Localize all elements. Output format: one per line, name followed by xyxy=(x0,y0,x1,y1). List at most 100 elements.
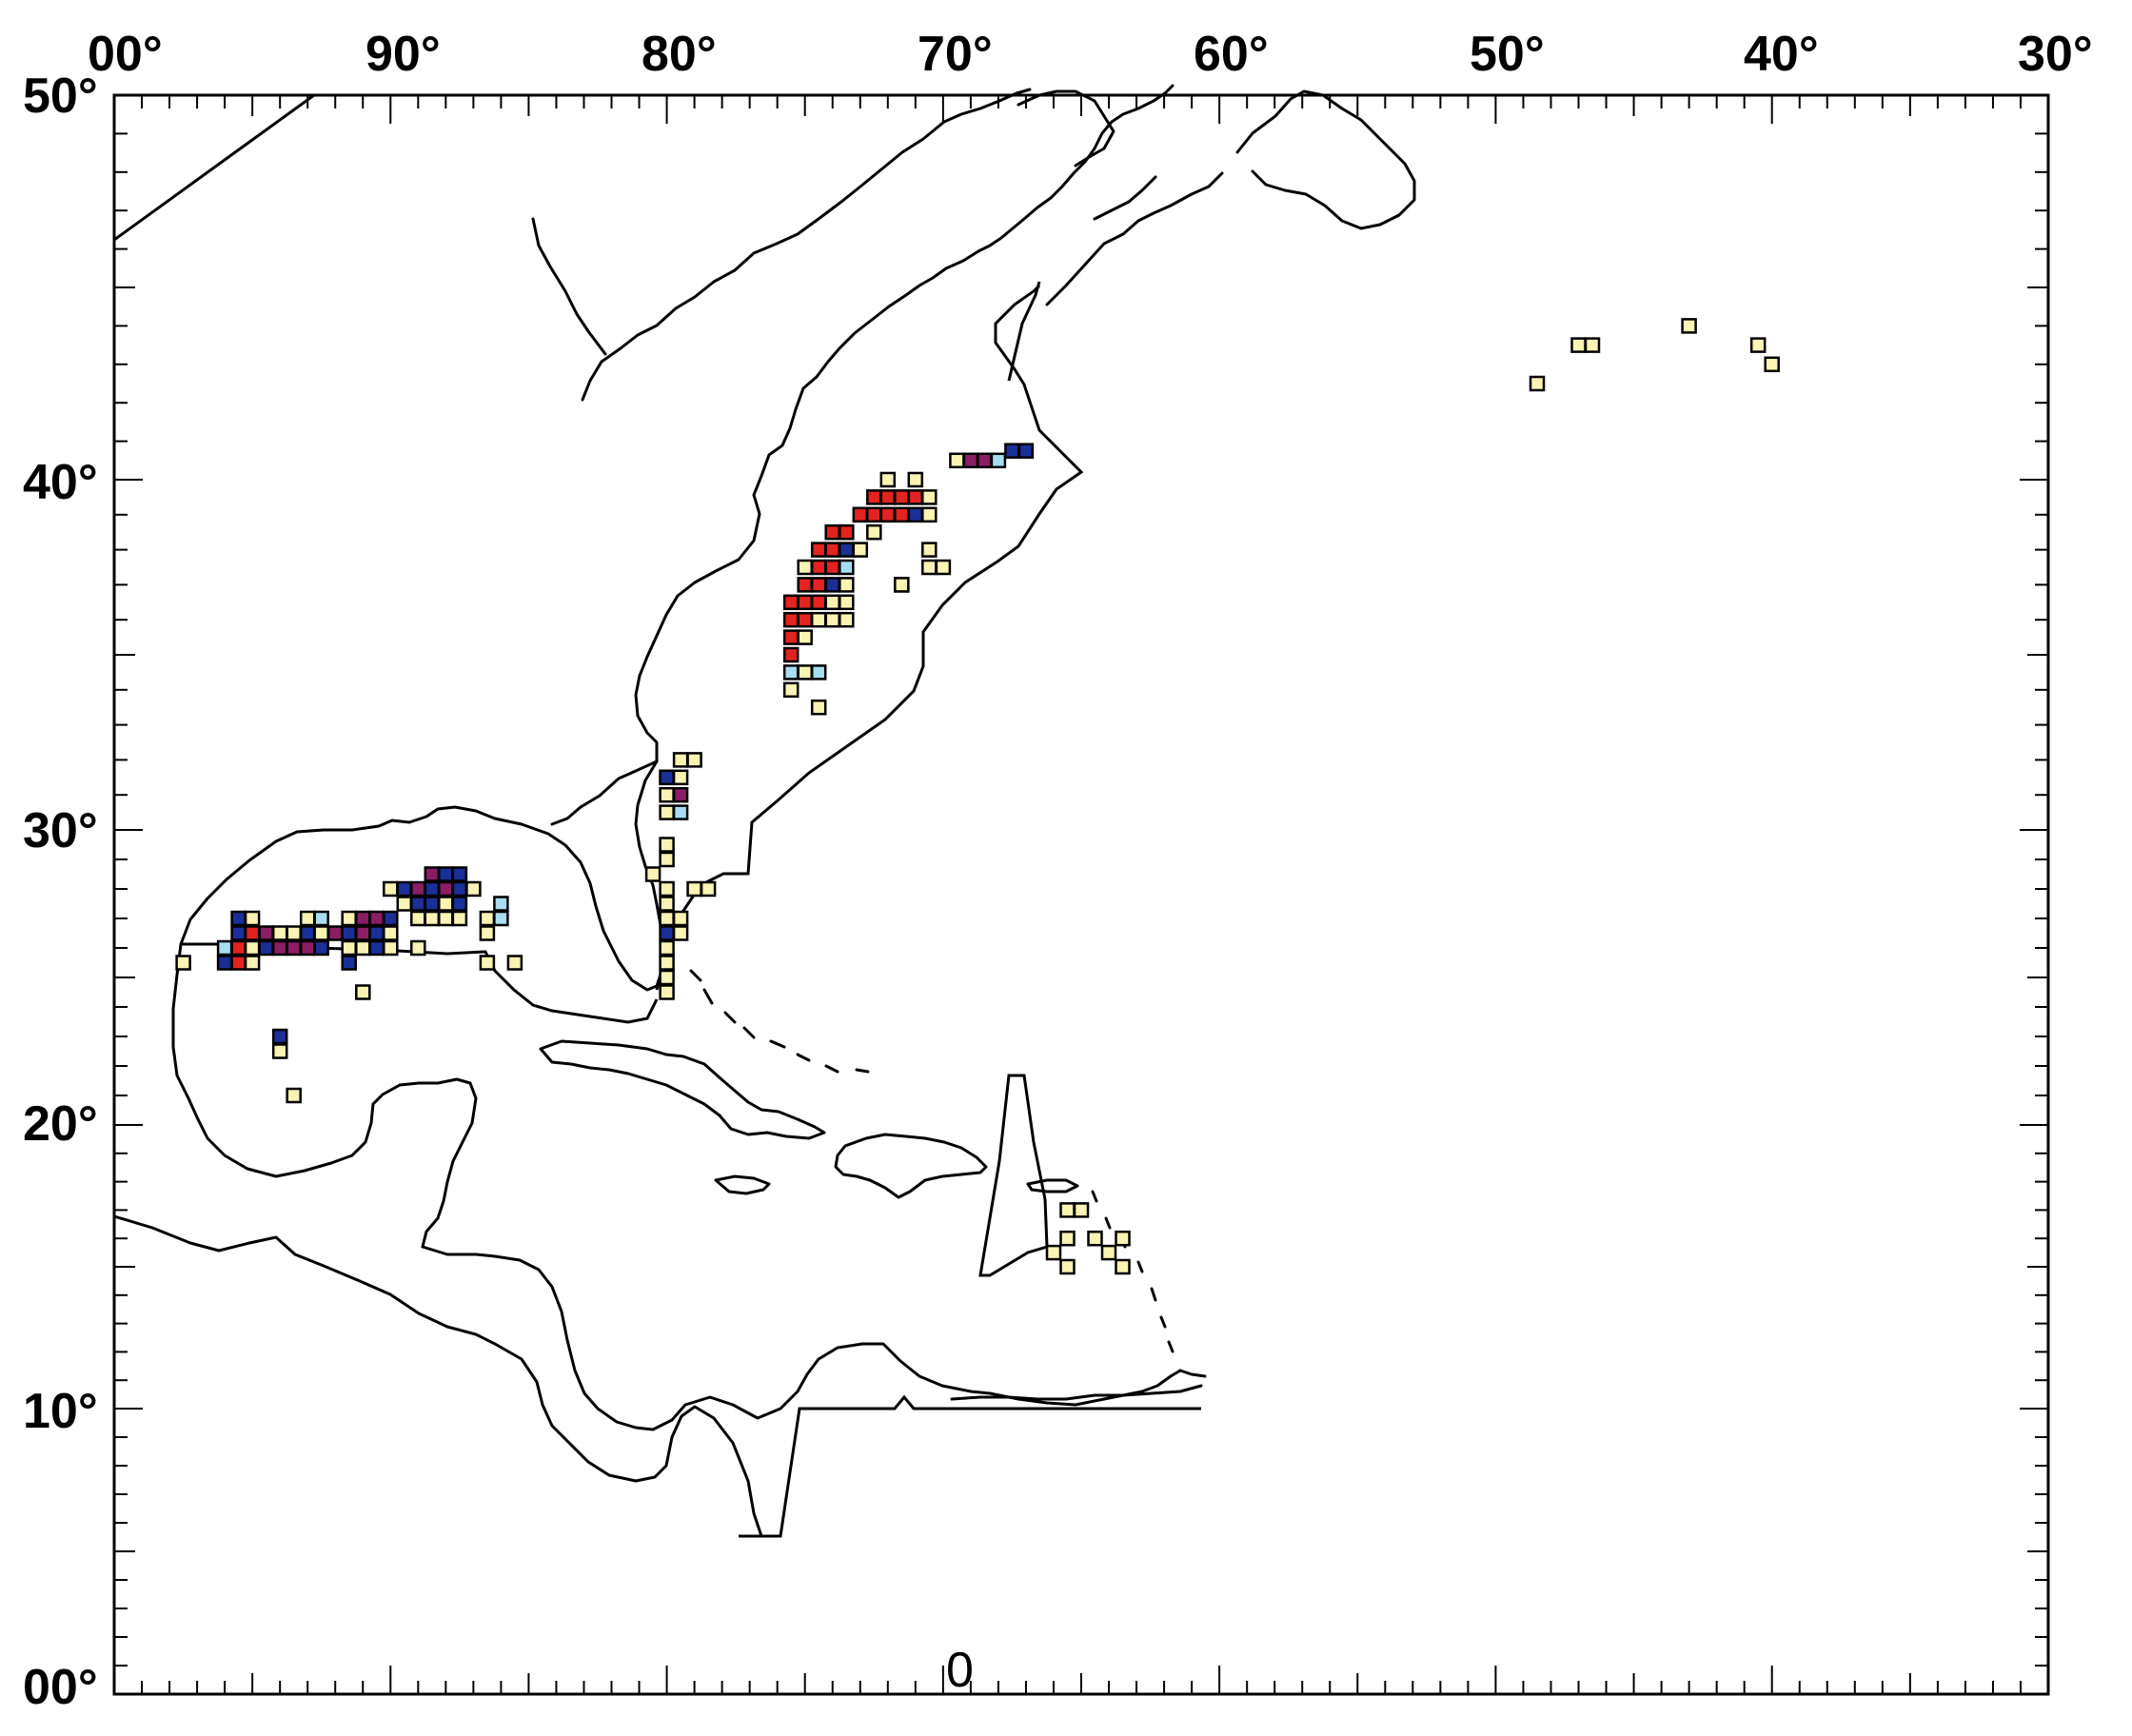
lat-label-50: 50° xyxy=(23,69,98,124)
coast-florida xyxy=(550,760,659,826)
data-cell xyxy=(244,925,261,941)
data-cell xyxy=(672,925,689,941)
data-cell xyxy=(839,611,855,628)
data-cell xyxy=(866,489,882,505)
data-cell xyxy=(355,939,371,957)
data-cell xyxy=(410,896,426,912)
data-cell xyxy=(299,925,316,941)
data-cell xyxy=(810,594,827,611)
data-cell xyxy=(313,910,329,927)
data-cell xyxy=(659,969,675,986)
data-cell xyxy=(824,542,840,558)
data-cell xyxy=(797,594,813,611)
data-cell xyxy=(810,577,827,593)
data-cell xyxy=(244,955,261,971)
data-cell xyxy=(839,594,855,611)
data-cell xyxy=(782,646,800,663)
lat-label-20: 20° xyxy=(23,1096,98,1152)
data-cell xyxy=(644,866,661,882)
data-cell xyxy=(1059,1202,1076,1218)
data-cell xyxy=(424,866,441,882)
data-cell xyxy=(977,452,993,469)
data-cell xyxy=(230,955,247,971)
data-cell xyxy=(410,939,426,957)
data-cell xyxy=(368,925,385,941)
data-cell xyxy=(672,752,689,768)
data-cell xyxy=(258,939,274,957)
lat-label-00: 00° xyxy=(23,1660,98,1715)
data-cell xyxy=(659,896,675,912)
data-cells xyxy=(175,318,1780,1275)
data-cell xyxy=(1017,443,1035,459)
data-cell xyxy=(797,611,813,628)
data-cell xyxy=(1004,443,1020,459)
data-cell xyxy=(383,880,399,898)
data-cell xyxy=(175,955,191,971)
data-cell xyxy=(271,939,288,957)
data-cell xyxy=(286,1087,302,1104)
data-cell xyxy=(451,896,468,912)
lon-label-50: 50° xyxy=(1470,27,1545,82)
data-cell xyxy=(921,506,938,523)
axis-ticks xyxy=(113,94,2049,1695)
data-cell xyxy=(396,896,413,912)
data-cell xyxy=(672,910,689,927)
data-cell xyxy=(866,523,882,541)
data-cell xyxy=(839,523,855,541)
data-cell xyxy=(438,880,454,898)
data-cell xyxy=(506,955,523,971)
data-cell xyxy=(271,1028,288,1045)
data-cell xyxy=(1529,375,1546,392)
data-cell xyxy=(1681,318,1697,334)
data-cell xyxy=(797,629,813,645)
coast-us-east xyxy=(634,84,1175,763)
data-cell xyxy=(244,939,261,957)
coast-central-america-caribbean xyxy=(421,1245,1182,1431)
data-cell xyxy=(894,577,910,593)
data-cell xyxy=(355,984,371,1000)
data-cell xyxy=(438,866,454,882)
data-cell xyxy=(839,559,855,576)
lon-label-80: 80° xyxy=(642,27,717,82)
data-cell xyxy=(824,523,840,541)
data-cell xyxy=(479,955,496,971)
data-cell xyxy=(493,896,509,912)
data-cell xyxy=(797,559,813,576)
data-cell xyxy=(894,506,910,523)
lon-label-100: 00° xyxy=(88,27,163,82)
data-cell xyxy=(797,664,813,681)
data-cell xyxy=(879,506,897,523)
data-cell xyxy=(659,786,675,803)
data-cell xyxy=(438,896,454,912)
data-cell xyxy=(921,559,938,576)
lat-label-10: 10° xyxy=(23,1384,98,1439)
coast-central-america-pacific xyxy=(112,1214,763,1538)
data-cell xyxy=(326,925,344,941)
data-cell xyxy=(659,837,675,853)
data-cell xyxy=(313,939,329,957)
data-cell xyxy=(659,804,675,820)
boundary-caribbean-south xyxy=(739,1394,1201,1538)
data-cell xyxy=(839,542,855,558)
data-cell xyxy=(438,910,454,927)
data-cell xyxy=(1570,337,1587,353)
data-cell xyxy=(907,489,924,505)
data-cell xyxy=(659,925,675,941)
lon-label-70: 70° xyxy=(918,27,993,82)
data-cell xyxy=(686,752,702,768)
data-cell xyxy=(271,1043,288,1059)
data-cell xyxy=(1059,1230,1076,1247)
lon-label-90: 90° xyxy=(365,27,441,82)
data-cell xyxy=(299,910,316,927)
longitude-labels: 00° 90° 80° 70° 60° 50° 40° 30° xyxy=(88,27,2093,82)
data-cell xyxy=(782,629,800,645)
data-cell xyxy=(852,506,869,523)
data-cell xyxy=(659,939,675,957)
data-cell xyxy=(700,880,717,898)
data-cell xyxy=(949,452,965,469)
coast-bahamas xyxy=(689,969,870,1074)
data-cell xyxy=(216,939,233,957)
data-cell xyxy=(824,594,840,611)
data-cell xyxy=(782,681,800,699)
